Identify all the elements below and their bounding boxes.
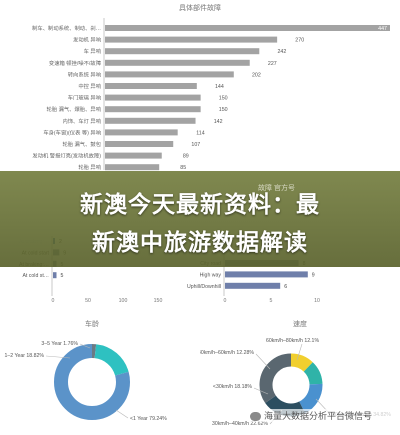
- watermark: 海量大数据分析平台微信号: [250, 409, 398, 422]
- middle-right-title-fragment: 故障 官方号: [258, 185, 295, 192]
- top-chart-category-label: 车门玻璃 异响: [68, 94, 101, 102]
- middle-right-value-label: 9: [312, 272, 315, 278]
- top-chart-category-label: 转向系统 异响: [68, 70, 101, 78]
- top-chart-bar: [105, 164, 160, 171]
- age-donut-slice-label: 3–5 Year 1.76%: [41, 341, 78, 347]
- top-chart-value-label: 227: [268, 61, 277, 67]
- middle-right-axis-tick: 0: [224, 298, 227, 304]
- top-chart-value-label: 144: [215, 84, 224, 90]
- middle-left-bar: [53, 272, 57, 279]
- speed-donut-slice: [259, 353, 323, 417]
- middle-left-value-label: 5: [61, 273, 64, 279]
- speed-donut-slice-label: 40km/h–60km/h 12.28%: [200, 350, 254, 356]
- middle-left-axis-tick: 100: [119, 298, 128, 304]
- top-chart-bar: [105, 59, 250, 66]
- top-chart-bar: [105, 25, 390, 31]
- headline-line-2: 新澳中旅游数据解读: [92, 229, 308, 255]
- top-chart-category-label: 发动机 异响: [73, 36, 101, 44]
- middle-left-axis-tick: 50: [85, 298, 91, 304]
- top-chart-category-label: 内饰、车灯 异响: [62, 117, 101, 125]
- top-chart-category-label: 变速箱 顿挫/噪不/故障: [49, 59, 102, 67]
- speed-donut-slice-label: <30km/h 18.18%: [213, 384, 252, 390]
- headline-banner: 新澳今天最新资料：最 新澳中旅游数据解读 故障 官方号: [0, 171, 400, 267]
- top-chart-category-label: 制车、制动系统、制动、刹…: [32, 24, 101, 32]
- top-chart-bar: [105, 48, 260, 55]
- middle-left-axis-tick: 0: [52, 298, 55, 304]
- top-chart-category-label: 轮胎 异响: [78, 163, 101, 171]
- middle-right-category-label: High way: [200, 272, 222, 278]
- top-chart-bar: [105, 141, 174, 147]
- top-chart-value-label: 202: [252, 72, 261, 78]
- middle-right-bar: [225, 271, 308, 278]
- top-chart-value-label: 150: [219, 107, 228, 113]
- middle-right-bar: [225, 282, 281, 289]
- top-chart-title: 具体部件故障: [179, 3, 221, 12]
- top-chart-value-label: 114: [196, 130, 204, 136]
- speed-donut-title: 速度: [293, 319, 307, 328]
- top-chart-category-label: 轮胎 漏气、鼓包: [62, 140, 101, 148]
- top-chart-category-label: 车 异响: [84, 47, 101, 55]
- speed-donut-slice-label: 60km/h–80km/h 12.1%: [266, 338, 319, 344]
- top-chart-value-label: 150: [219, 96, 228, 102]
- wechat-icon: [250, 412, 261, 422]
- top-chart-value-label: 447: [378, 26, 387, 32]
- top-chart-bar: [105, 106, 201, 113]
- middle-right-axis-tick: 10: [314, 298, 320, 304]
- top-bar-chart: 具体部件故障 制车、制动系统、制动、刹… 447 发动机 异响 270 车 异响 242 变…: [32, 3, 390, 171]
- middle-left-axis-tick: 150: [154, 298, 163, 304]
- watermark-text: 海量大数据分析平台微信号: [264, 411, 373, 421]
- top-chart-category-label: 发动机 警报灯亮(发动机故障): [32, 152, 101, 160]
- top-chart-value-label: 89: [183, 154, 189, 160]
- top-chart-bar: [105, 71, 234, 78]
- speed-donut-slice-label: 30km/h–40km/h 22.62%: [212, 421, 268, 427]
- top-chart-bar: [105, 94, 201, 101]
- top-chart-bar: [105, 129, 178, 136]
- age-donut-title: 车龄: [85, 319, 99, 328]
- age-donut-slice-label: <1 Year 79.24%: [130, 416, 167, 422]
- top-chart-value-label: 85: [180, 165, 186, 171]
- middle-right-axis-tick: 5: [270, 298, 273, 304]
- middle-left-category-label: At cold st…: [22, 273, 49, 279]
- age-donut-chart: 车龄 3–5 Year 1.76% 1–2 Year 18.82% <1 Year …: [4, 319, 167, 422]
- middle-right-value-label: 6: [284, 284, 287, 290]
- speed-donut-slice: [259, 353, 323, 417]
- top-chart-category-label: 轮胎 漏气、爆胎、异响: [47, 105, 101, 113]
- top-chart-category-label: 车身(车窗)(仪表 等) 异响: [43, 128, 101, 136]
- top-chart-category-label: 中控 异响: [78, 82, 101, 90]
- top-chart-bar: [105, 152, 162, 159]
- headline-line-1: 新澳今天最新资料：最: [80, 191, 320, 217]
- top-chart-bar: [105, 36, 278, 43]
- middle-right-category-label: Uphill/Downhill: [187, 284, 221, 290]
- top-chart-value-label: 107: [191, 142, 200, 148]
- top-chart-bar: [105, 83, 197, 89]
- top-chart-bar: [105, 117, 196, 124]
- age-donut-slice: [54, 344, 130, 420]
- age-donut-slice-label: 1–2 Year 18.82%: [4, 353, 44, 359]
- top-chart-value-label: 242: [277, 49, 286, 55]
- top-chart-value-label: 142: [214, 119, 223, 125]
- top-chart-value-label: 270: [295, 38, 304, 44]
